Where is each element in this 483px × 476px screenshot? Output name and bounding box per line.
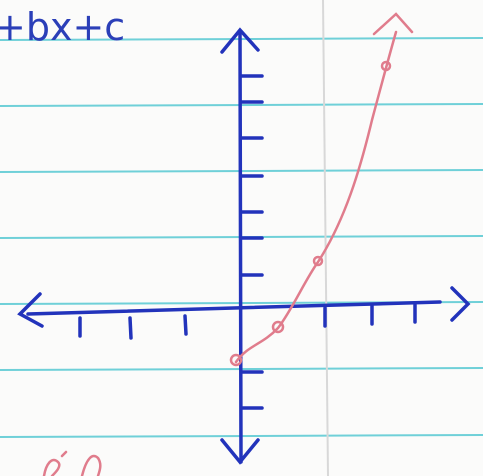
curve-arrow xyxy=(372,12,414,36)
point xyxy=(271,320,285,334)
margin-line xyxy=(322,0,329,476)
parabola xyxy=(42,12,414,476)
x-arrow-left xyxy=(17,292,44,328)
tick xyxy=(128,316,133,340)
point xyxy=(380,60,392,72)
x-axis xyxy=(26,300,442,316)
y-ticks xyxy=(240,74,264,410)
axes xyxy=(17,27,471,465)
scribble xyxy=(42,450,102,476)
y-arrow-bottom xyxy=(220,438,260,465)
tick xyxy=(183,314,188,336)
curve xyxy=(234,30,398,364)
x-arrow-right xyxy=(450,286,471,322)
point xyxy=(229,353,243,367)
point xyxy=(312,255,324,267)
y-axis xyxy=(238,30,243,464)
y-arrow-top xyxy=(220,27,260,54)
equation-fragment: +bx+c xyxy=(0,5,125,49)
x-ticks xyxy=(78,303,417,340)
